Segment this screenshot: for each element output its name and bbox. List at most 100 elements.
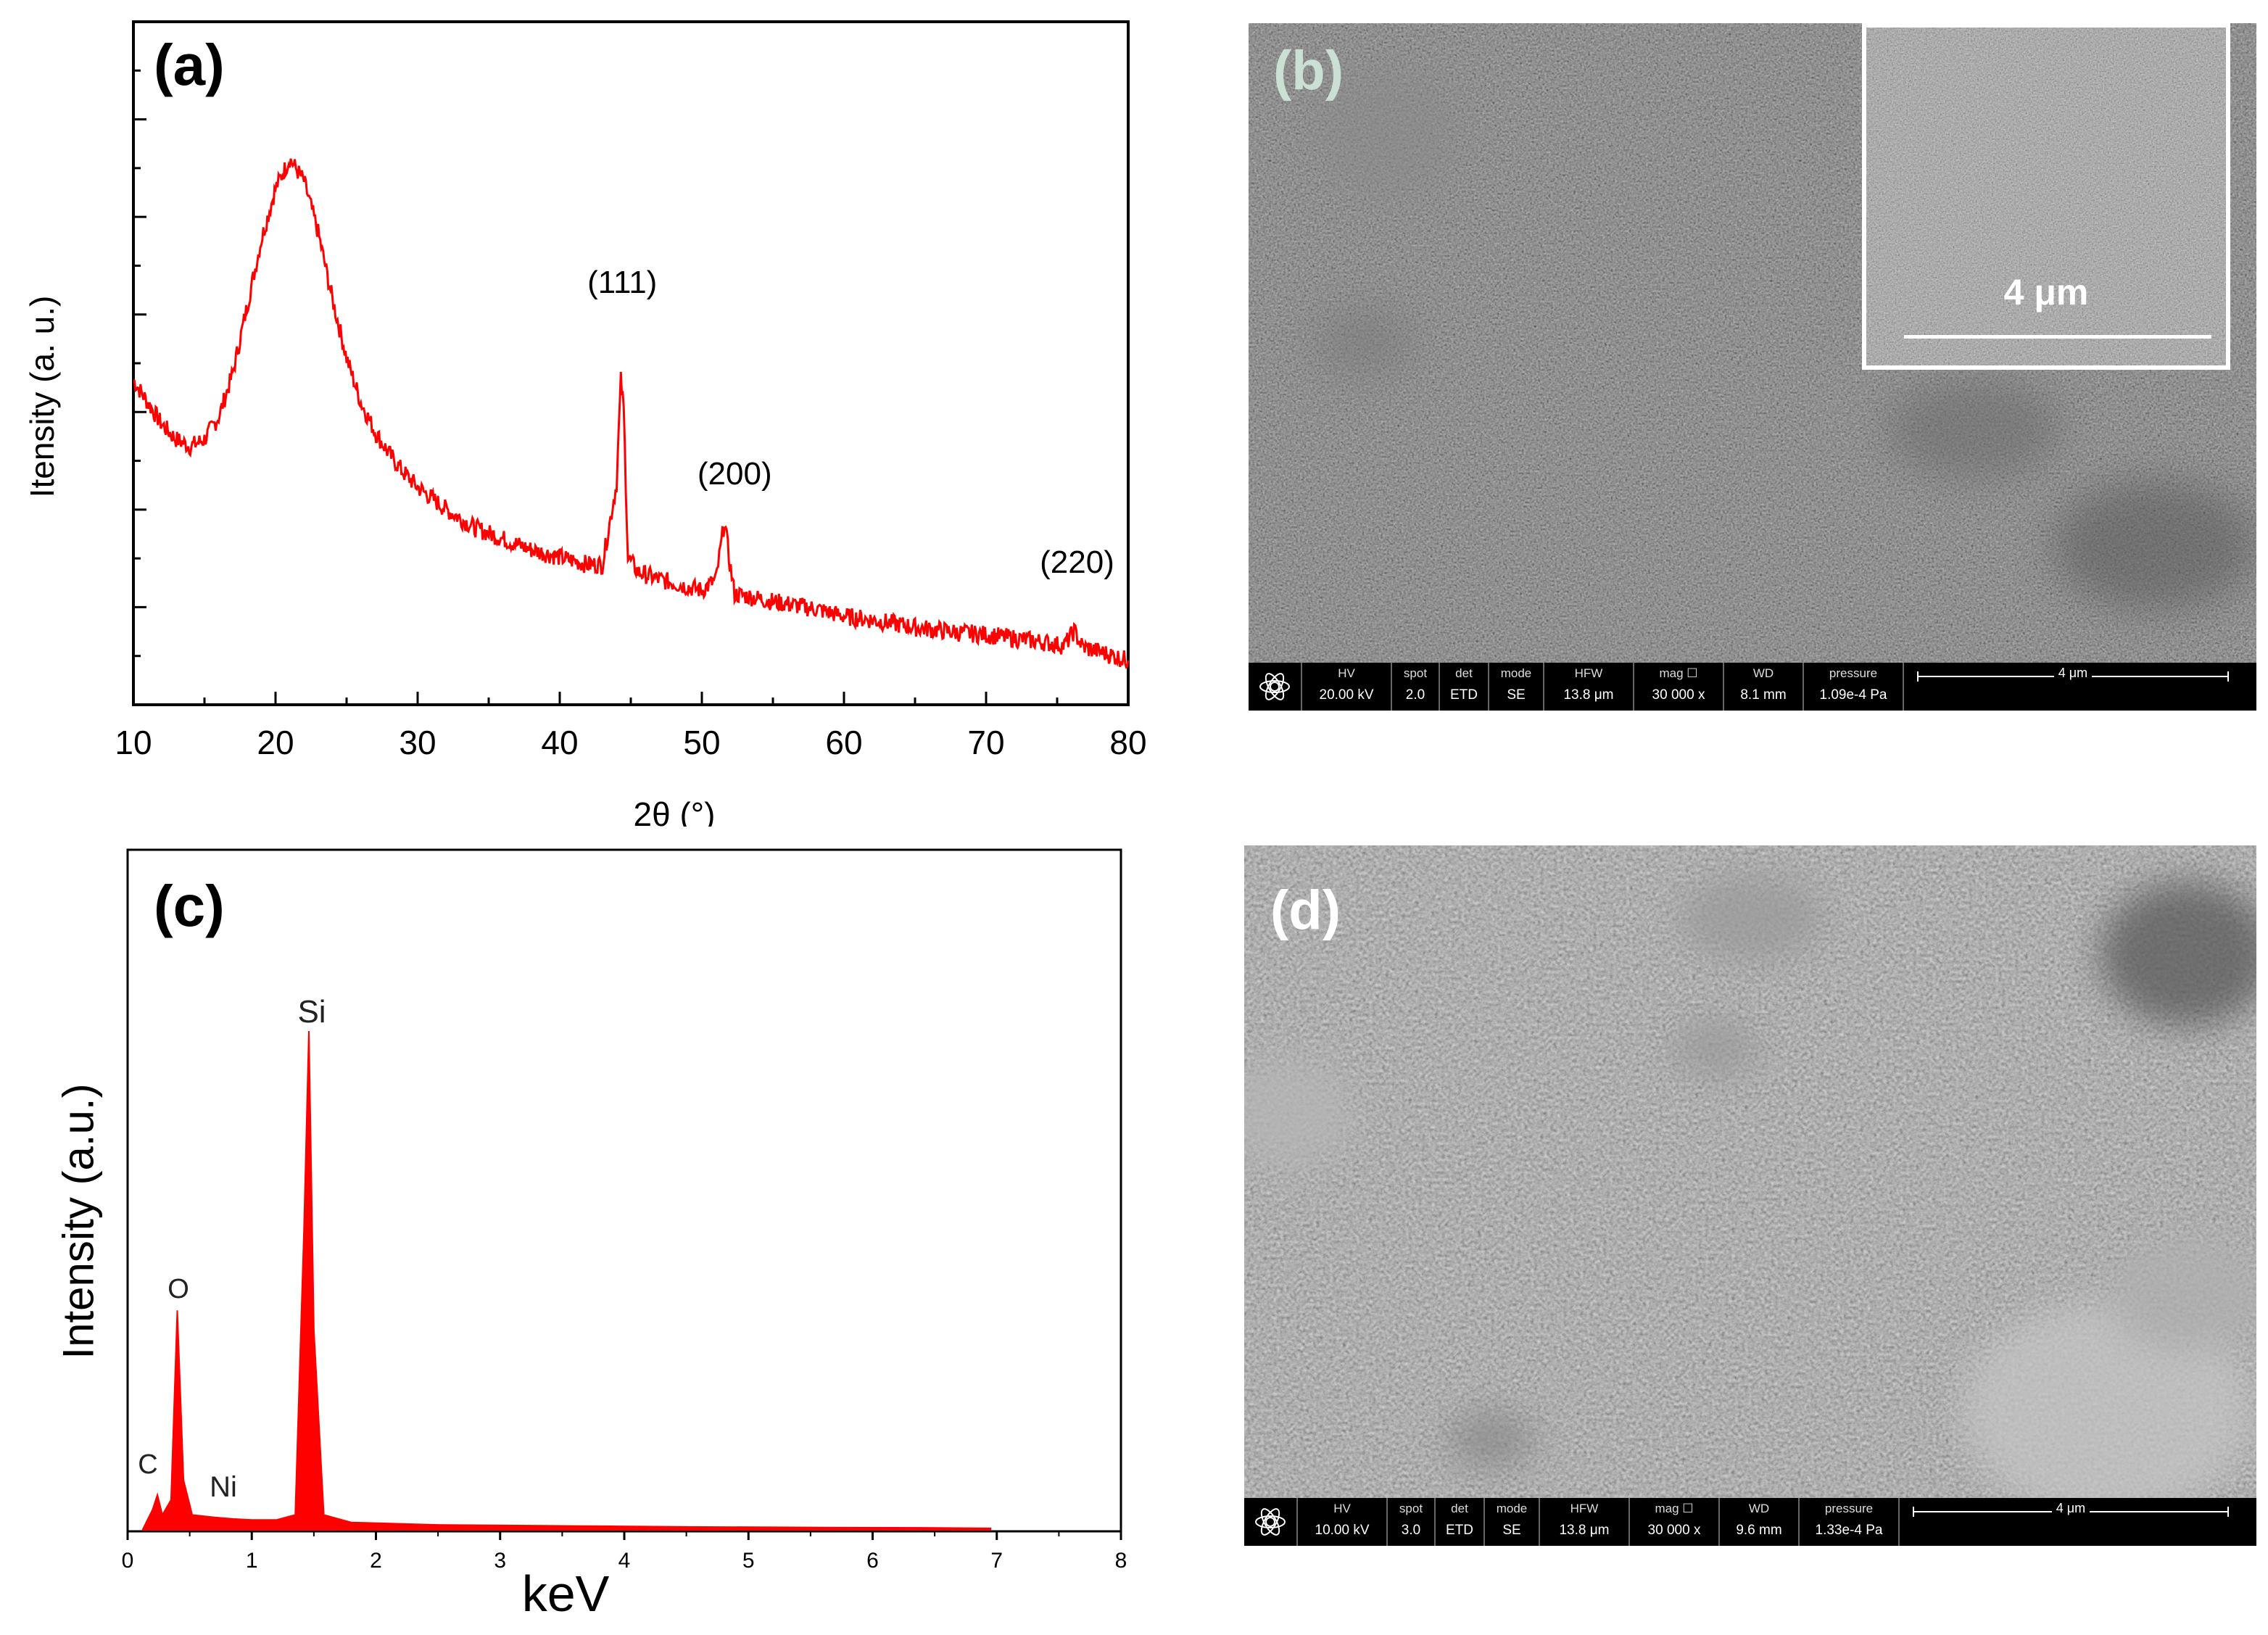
- info-det: det ETD: [1434, 1498, 1483, 1546]
- panel-b-label: (b): [1273, 40, 1344, 102]
- info-wd: WD 9.6 mm: [1718, 1498, 1798, 1546]
- info-wd: WD 8.1 mm: [1723, 663, 1803, 711]
- x-tick-label: 4: [618, 1549, 631, 1573]
- spot-header: spot: [1399, 1502, 1423, 1515]
- spot-header: spot: [1403, 666, 1428, 680]
- mag-value: 30 000 x: [1647, 1523, 1701, 1538]
- info-mag: mag ☐ 30 000 x: [1628, 1498, 1718, 1546]
- mag-header: mag ☐: [1655, 1502, 1694, 1515]
- info-mode: mode SE: [1488, 663, 1543, 711]
- hv-header: HV: [1338, 666, 1355, 680]
- mode-header: mode: [1496, 1502, 1528, 1515]
- sem-inset-texture: [1866, 28, 2226, 365]
- x-tick-label: 10: [115, 724, 152, 761]
- x-tick-label: 6: [866, 1549, 879, 1573]
- wd-value: 8.1 mm: [1740, 687, 1787, 703]
- mode-header: mode: [1500, 666, 1532, 680]
- peak-label: (220): [1040, 545, 1114, 580]
- inset-scale-label: 4 μm: [2003, 272, 2089, 312]
- xrd-chart: 10 20 30 40 50 60 70 80 (111) (200) (220): [115, 20, 1147, 761]
- peak-label: (111): [587, 265, 657, 300]
- element-peak-label: Si: [297, 994, 326, 1030]
- hfw-value: 13.8 μm: [1559, 1523, 1610, 1538]
- spot-value: 3.0: [1401, 1523, 1421, 1538]
- sem-image-b: (b) 4 μm HV 20.00 kV spot 2.0 det ETD mode S…: [1249, 23, 2256, 711]
- pressure-value: 1.09e-4 Pa: [1819, 687, 1887, 703]
- panel-a-label: (a): [154, 33, 225, 97]
- mode-value: SE: [1502, 1523, 1521, 1538]
- x-tick-label: 40: [541, 724, 578, 761]
- element-peak-label: O: [167, 1274, 189, 1304]
- info-hfw: HFW 13.8 μm: [1543, 663, 1633, 711]
- panel-c-label: (c): [154, 874, 225, 938]
- info-hfw: HFW 13.8 μm: [1539, 1498, 1628, 1546]
- element-peak-label: Ni: [210, 1471, 237, 1503]
- info-det: det ETD: [1439, 663, 1488, 711]
- det-header: det: [1455, 666, 1473, 680]
- xrd-y-axis-label: Itensity (a. u.): [23, 295, 61, 498]
- info-pressure: pressure 1.33e-4 Pa: [1798, 1498, 1900, 1546]
- x-tick-label: 8: [1115, 1549, 1127, 1573]
- panel-a: 10 20 30 40 50 60 70 80 (111) (200) (220) (a) Ite…: [0, 0, 1160, 827]
- pressure-value: 1.33e-4 Pa: [1815, 1523, 1883, 1538]
- sem-scale-bar-b: 4 μm: [1917, 663, 2229, 711]
- x-tick-label: 1: [246, 1549, 258, 1573]
- inset-scale-bar: [1904, 335, 2211, 339]
- x-tick-label: 70: [967, 724, 1004, 761]
- hfw-header: HFW: [1574, 666, 1603, 680]
- edx-plot-frame: [126, 848, 1122, 1533]
- sem-texture-d: [1244, 845, 2256, 1546]
- xrd-x-axis-label: 2θ (°): [633, 795, 716, 827]
- detector-icon: [1259, 673, 1290, 700]
- det-value: ETD: [1450, 687, 1478, 703]
- xrd-plot-frame: [132, 20, 1130, 706]
- info-hv: HV 10.00 kV: [1296, 1498, 1386, 1546]
- hv-value: 20.00 kV: [1319, 687, 1374, 703]
- scale-text: 4 μm: [2053, 666, 2093, 680]
- hv-header: HV: [1333, 1502, 1351, 1515]
- x-tick-label: 20: [257, 724, 294, 761]
- info-spot: spot 3.0: [1386, 1498, 1434, 1546]
- scale-text: 4 μm: [2051, 1501, 2090, 1515]
- sem-inset-b: 4 μm: [1862, 23, 2230, 370]
- info-mode: mode SE: [1483, 1498, 1539, 1546]
- det-value: ETD: [1446, 1523, 1473, 1538]
- x-tick-label: 60: [825, 724, 862, 761]
- edx-spectrum: [141, 1030, 992, 1531]
- x-tick-label: 80: [1109, 724, 1146, 761]
- peak-label: (200): [698, 456, 772, 492]
- hfw-value: 13.8 μm: [1563, 687, 1614, 703]
- det-header: det: [1451, 1502, 1468, 1515]
- x-tick-label: 2: [370, 1549, 382, 1573]
- x-tick-label: 7: [990, 1549, 1003, 1573]
- x-tick-label: 5: [742, 1549, 755, 1573]
- x-tick-label: 30: [399, 724, 436, 761]
- sem-info-bar-d: HV 10.00 kV spot 3.0 det ETD mode SE HFW 13.8…: [1244, 1498, 2256, 1546]
- wd-value: 9.6 mm: [1736, 1523, 1782, 1538]
- sem-image-d: (d) HV 10.00 kV spot 3.0 det ETD mode SE HFW…: [1244, 845, 2256, 1546]
- edx-y-axis-label: Intensity (a.u.): [54, 1083, 103, 1359]
- info-mag: mag ☐ 30 000 x: [1633, 663, 1723, 711]
- info-hv: HV 20.00 kV: [1301, 663, 1391, 711]
- mag-value: 30 000 x: [1652, 687, 1705, 703]
- info-pressure: pressure 1.09e-4 Pa: [1803, 663, 1904, 711]
- sem-scale-bar-d: 4 μm: [1913, 1498, 2229, 1546]
- edx-chart: 0 1 2 3 4 5 6 7 8 C O Ni Si: [122, 848, 1127, 1573]
- spot-value: 2.0: [1405, 687, 1425, 703]
- pressure-header: pressure: [1829, 666, 1878, 680]
- hv-value: 10.00 kV: [1315, 1523, 1370, 1538]
- edx-x-axis-label: keV: [521, 1565, 610, 1622]
- info-spot: spot 2.0: [1391, 663, 1439, 711]
- pressure-header: pressure: [1824, 1502, 1874, 1515]
- x-tick-label: 50: [683, 724, 720, 761]
- mag-header: mag ☐: [1659, 666, 1698, 680]
- x-tick-label: 0: [122, 1549, 134, 1573]
- x-tick-label: 3: [494, 1549, 506, 1573]
- wd-header: WD: [1752, 666, 1774, 680]
- xrd-series-line: [133, 158, 1130, 669]
- detector-icon: [1255, 1508, 1286, 1536]
- sem-info-bar-b: HV 20.00 kV spot 2.0 det ETD mode SE HFW 13.8…: [1249, 663, 2256, 711]
- wd-header: WD: [1748, 1502, 1770, 1515]
- hfw-header: HFW: [1570, 1502, 1599, 1515]
- panel-d-label: (d): [1270, 879, 1341, 941]
